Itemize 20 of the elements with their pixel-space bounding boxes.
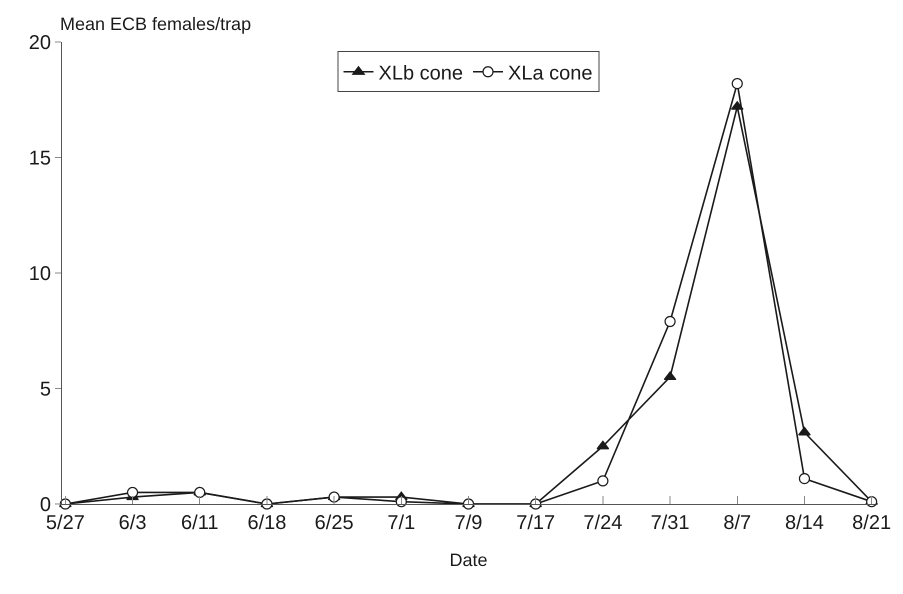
y-tick-label: 10 — [28, 263, 51, 285]
legend-label: XLa cone — [508, 62, 593, 85]
x-tick-label: 7/17 — [516, 512, 556, 534]
y-tick-label: 20 — [28, 32, 51, 54]
x-tick-label: 7/31 — [650, 512, 690, 534]
x-tick-label: 7/24 — [583, 512, 622, 534]
x-tick-label: 8/7 — [723, 512, 752, 534]
x-tick-label: 7/9 — [454, 512, 482, 534]
y-tick-label: 5 — [40, 378, 51, 400]
x-tick-label: 6/11 — [181, 512, 218, 534]
x-tick-label: 8/14 — [784, 512, 824, 534]
x-tick-label: 6/3 — [118, 512, 146, 534]
x-axis-title: Date — [449, 550, 488, 570]
y-axis-title: Mean ECB females/trap — [60, 14, 252, 34]
legend-label: XLb cone — [378, 62, 464, 85]
x-tick-label: 7/1 — [387, 512, 416, 534]
x-tick-label: 8/21 — [852, 512, 892, 534]
x-tick-label: 6/18 — [247, 512, 286, 534]
y-tick-label: 15 — [28, 148, 51, 170]
x-tick-label: 6/25 — [314, 512, 354, 534]
